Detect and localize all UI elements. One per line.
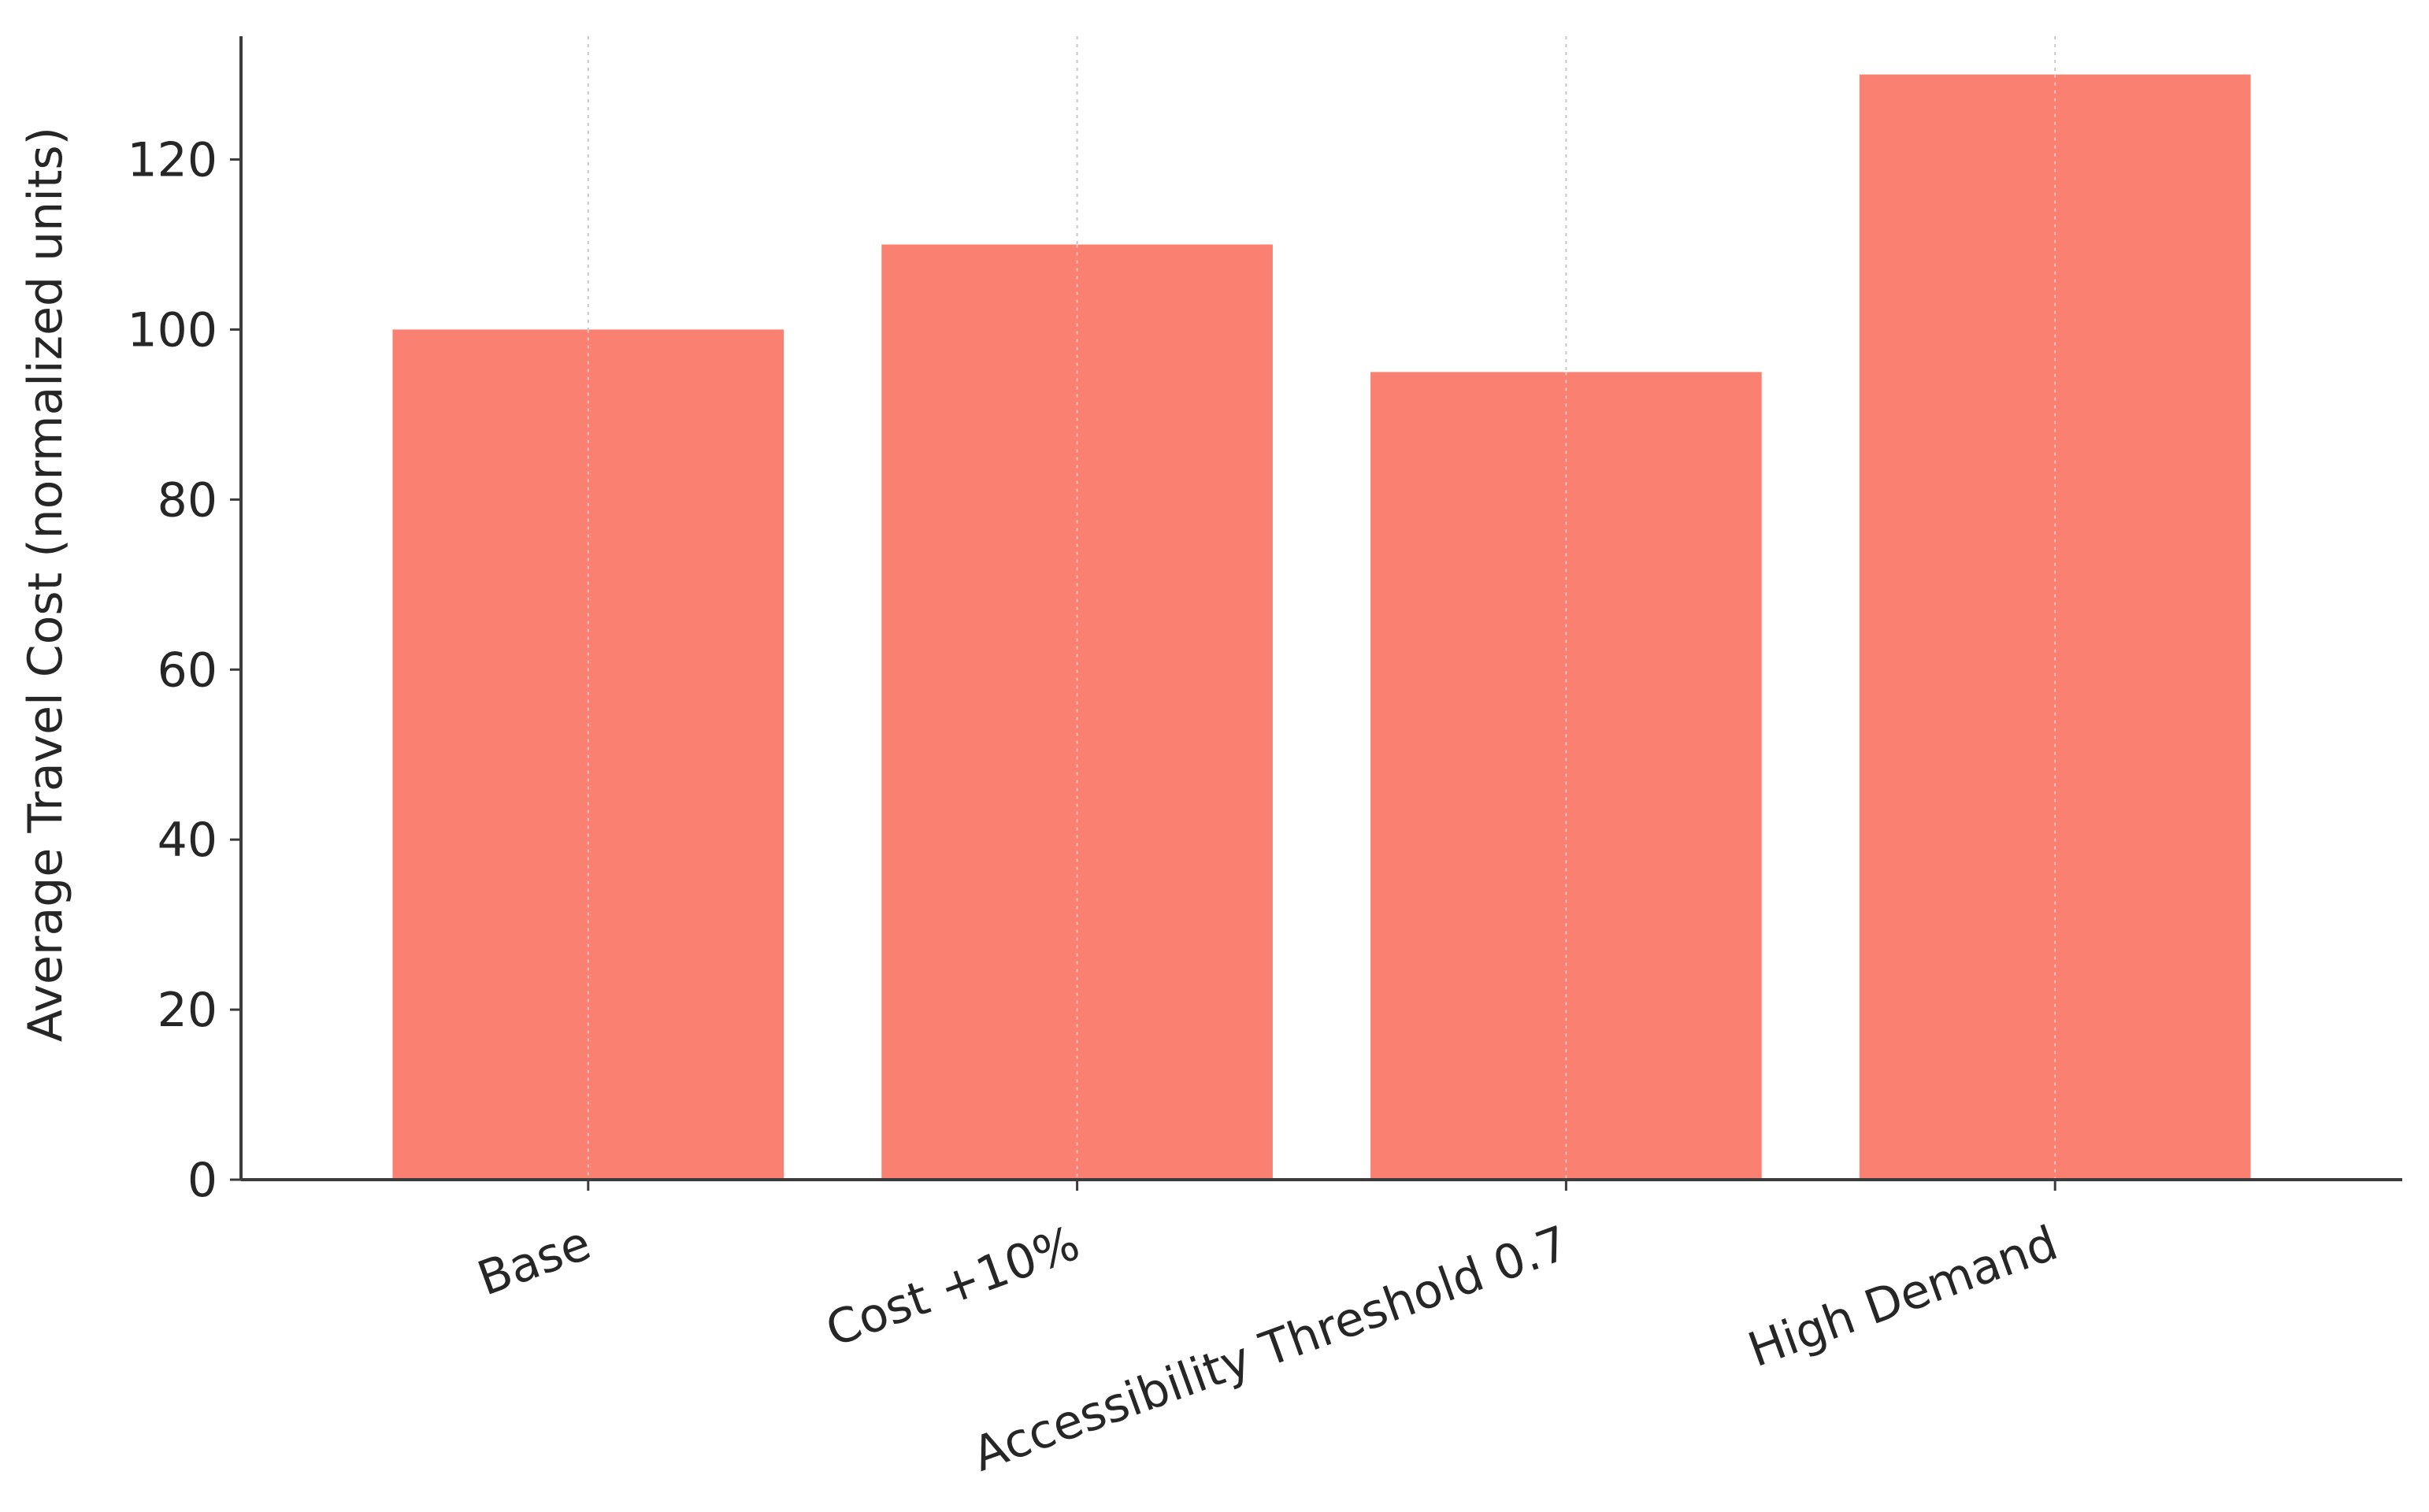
y-ticks: 0 20 40 60 80 100 120 xyxy=(127,133,241,1208)
y-tick-label: 60 xyxy=(158,643,217,698)
y-tick-label: 0 xyxy=(187,1153,217,1208)
bars-layer xyxy=(392,74,2251,1180)
y-tick-label: 40 xyxy=(158,813,217,868)
y-tick-label: 120 xyxy=(127,133,217,188)
y-tick-label: 20 xyxy=(158,983,217,1038)
y-axis-label: Average Travel Cost (normalized units) xyxy=(18,127,73,1042)
y-tick-label: 80 xyxy=(158,472,217,528)
x-tick-label: Cost +10% xyxy=(819,1216,1087,1358)
axes-layer xyxy=(239,36,2402,1181)
grid-layer xyxy=(587,36,2056,1180)
bar xyxy=(392,329,784,1180)
x-ticks: Base Cost +10%Accessibility Threshold 0.7… xyxy=(471,1180,2065,1483)
y-tick-label: 100 xyxy=(127,302,217,358)
x-tick-label: Base xyxy=(471,1216,598,1307)
x-tick-label: High Demand xyxy=(1741,1216,2065,1378)
